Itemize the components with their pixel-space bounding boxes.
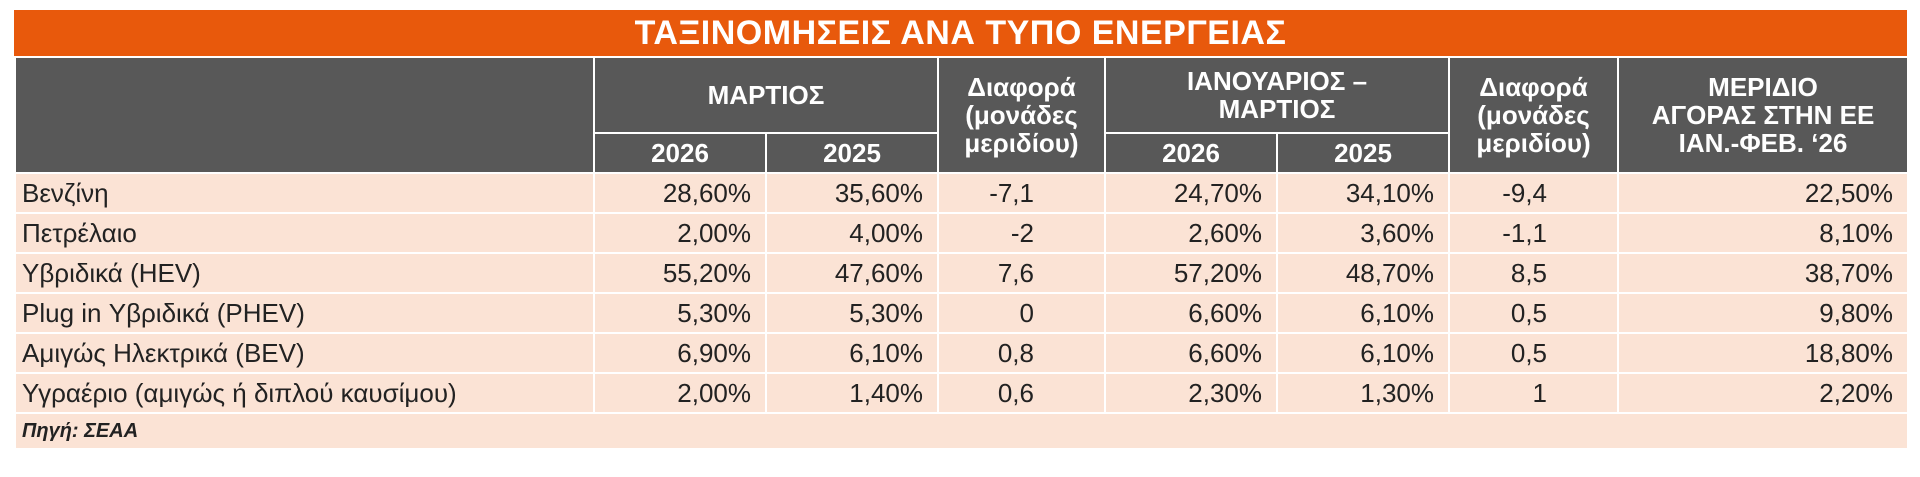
cell-jan-mar-2026: 6,60% — [1104, 332, 1278, 374]
table-row: Plug in Υβριδικά (PHEV) 5,30% 5,30% 0 6,… — [14, 292, 1910, 334]
cell-type: Πετρέλαιο — [14, 212, 595, 254]
cell-march-2026: 6,90% — [593, 332, 767, 374]
header-diff-jan-mar-line1: Διαφορά — [1479, 72, 1588, 102]
cell-eu-share: 18,80% — [1617, 332, 1910, 374]
cell-march-2025: 35,60% — [765, 172, 939, 214]
header-row-2: 2026 2025 2026 2025 — [15, 132, 1908, 174]
cell-march-2025: 6,10% — [765, 332, 939, 374]
cell-jan-mar-2025: 1,30% — [1275, 372, 1451, 414]
header-march: ΜΑΡΤΙΟΣ — [593, 56, 939, 134]
source-row: Πηγή: ΣΕΑΑ — [13, 412, 1910, 450]
cell-diff-jan-mar: -9,4 — [1448, 172, 1620, 214]
cell-march-2025: 47,60% — [765, 252, 939, 294]
header-eu-share-line1: ΜΕΡΙΔΙΟ — [1708, 72, 1818, 102]
cell-type: Plug in Υβριδικά (PHEV) — [14, 292, 595, 334]
table-row: Βενζίνη 28,60% 35,60% -7,1 24,70% 34,10%… — [14, 172, 1910, 214]
cell-diff-jan-mar: -1,1 — [1448, 212, 1620, 254]
table-row: Υγραέριο (αμιγώς ή διπλού καυσίμου) 2,00… — [14, 372, 1910, 414]
header-diff-march-line1: Διαφορά — [967, 72, 1076, 102]
header-march-2025: 2025 — [765, 132, 939, 174]
header-jan-mar-2026: 2026 — [1104, 132, 1278, 174]
cell-jan-mar-2025: 3,60% — [1275, 212, 1451, 254]
header-diff-jan-mar-line2: (μονάδες — [1477, 100, 1590, 130]
cell-march-2025: 5,30% — [765, 292, 939, 334]
header-march-2026: 2026 — [593, 132, 767, 174]
cell-jan-mar-2026: 57,20% — [1104, 252, 1278, 294]
cell-diff-march: 7,6 — [937, 252, 1106, 294]
cell-march-2026: 2,00% — [593, 372, 767, 414]
registrations-table-panel: ΤΑΞΙΝΟΜΗΣΕΙΣ ΑΝΑ ΤΥΠΟ ΕΝΕΡΓΕΙΑΣ ΜΑΡΤΙΟΣ … — [13, 10, 1910, 467]
cell-diff-jan-mar: 0,5 — [1448, 332, 1620, 374]
table-row: Πετρέλαιο 2,00% 4,00% -2 2,60% 3,60% -1,… — [14, 212, 1910, 254]
cell-type: Υβριδικά (HEV) — [14, 252, 595, 294]
cell-eu-share: 38,70% — [1617, 252, 1910, 294]
cell-type: Βενζίνη — [14, 172, 595, 214]
header-eu-share: ΜΕΡΙΔΙΟ ΑΓΟΡΑΣ ΣΤΗΝ ΕΕ ΙΑΝ.-ΦΕΒ. ‘26 — [1617, 56, 1910, 174]
table-title: ΤΑΞΙΝΟΜΗΣΕΙΣ ΑΝΑ ΤΥΠΟ ΕΝΕΡΓΕΙΑΣ — [14, 10, 1907, 56]
table-row: Αμιγώς Ηλεκτρικά (BEV) 6,90% 6,10% 0,8 6… — [14, 332, 1910, 374]
cell-eu-share: 8,10% — [1617, 212, 1910, 254]
cell-diff-jan-mar: 8,5 — [1448, 252, 1620, 294]
cell-jan-mar-2026: 2,30% — [1104, 372, 1278, 414]
table-row: Υβριδικά (HEV) 55,20% 47,60% 7,6 57,20% … — [14, 252, 1910, 294]
cell-diff-march: 0,6 — [937, 372, 1106, 414]
header-diff-march-line2: (μονάδες — [965, 100, 1078, 130]
cell-jan-mar-2025: 6,10% — [1275, 332, 1451, 374]
header-eu-share-line2: ΑΓΟΡΑΣ ΣΤΗΝ ΕΕ — [1651, 100, 1875, 130]
header-jan-mar-line1: ΙΑΝΟΥΑΡΙΟΣ – — [1186, 66, 1368, 96]
registrations-table: ΜΑΡΤΙΟΣ Διαφορά (μονάδες μεριδίου) ΙΑΝΟΥ… — [13, 56, 1910, 450]
cell-jan-mar-2026: 6,60% — [1104, 292, 1278, 334]
cell-diff-jan-mar: 0,5 — [1448, 292, 1620, 334]
cell-march-2026: 5,30% — [593, 292, 767, 334]
cell-jan-mar-2026: 24,70% — [1104, 172, 1278, 214]
cell-march-2025: 1,40% — [765, 372, 939, 414]
header-diff-jan-mar: Διαφορά (μονάδες μεριδίου) — [1448, 56, 1620, 174]
cell-diff-march: 0,8 — [937, 332, 1106, 374]
header-blank — [14, 56, 595, 174]
source-note: Πηγή: ΣΕΑΑ — [13, 412, 1910, 450]
cell-type: Υγραέριο (αμιγώς ή διπλού καυσίμου) — [14, 372, 595, 414]
cell-diff-jan-mar: 1 — [1448, 372, 1620, 414]
header-diff-jan-mar-line3: μεριδίου) — [1476, 128, 1591, 158]
header-diff-march-line3: μεριδίου) — [964, 128, 1079, 158]
header-diff-march: Διαφορά (μονάδες μεριδίου) — [937, 56, 1106, 174]
header-eu-share-line3: ΙΑΝ.-ΦΕΒ. ‘26 — [1678, 128, 1848, 158]
cell-eu-share: 9,80% — [1617, 292, 1910, 334]
header-jan-mar-line2: ΜΑΡΤΙΟΣ — [1218, 94, 1336, 124]
header-jan-mar: ΙΑΝΟΥΑΡΙΟΣ – ΜΑΡΤΙΟΣ — [1103, 56, 1451, 134]
cell-diff-march: 0 — [937, 292, 1106, 334]
cell-eu-share: 2,20% — [1617, 372, 1910, 414]
cell-march-2026: 28,60% — [593, 172, 767, 214]
cell-jan-mar-2025: 34,10% — [1275, 172, 1451, 214]
cell-eu-share: 22,50% — [1617, 172, 1910, 214]
header-jan-mar-2025: 2025 — [1275, 132, 1451, 174]
cell-march-2025: 4,00% — [765, 212, 939, 254]
cell-diff-march: -2 — [937, 212, 1106, 254]
cell-march-2026: 2,00% — [593, 212, 767, 254]
cell-jan-mar-2025: 48,70% — [1275, 252, 1451, 294]
cell-march-2026: 55,20% — [593, 252, 767, 294]
cell-jan-mar-2025: 6,10% — [1275, 292, 1451, 334]
header-row-1: ΜΑΡΤΙΟΣ Διαφορά (μονάδες μεριδίου) ΙΑΝΟΥ… — [14, 56, 1910, 174]
cell-jan-mar-2026: 2,60% — [1104, 212, 1278, 254]
cell-diff-march: -7,1 — [937, 172, 1106, 214]
cell-type: Αμιγώς Ηλεκτρικά (BEV) — [14, 332, 595, 374]
